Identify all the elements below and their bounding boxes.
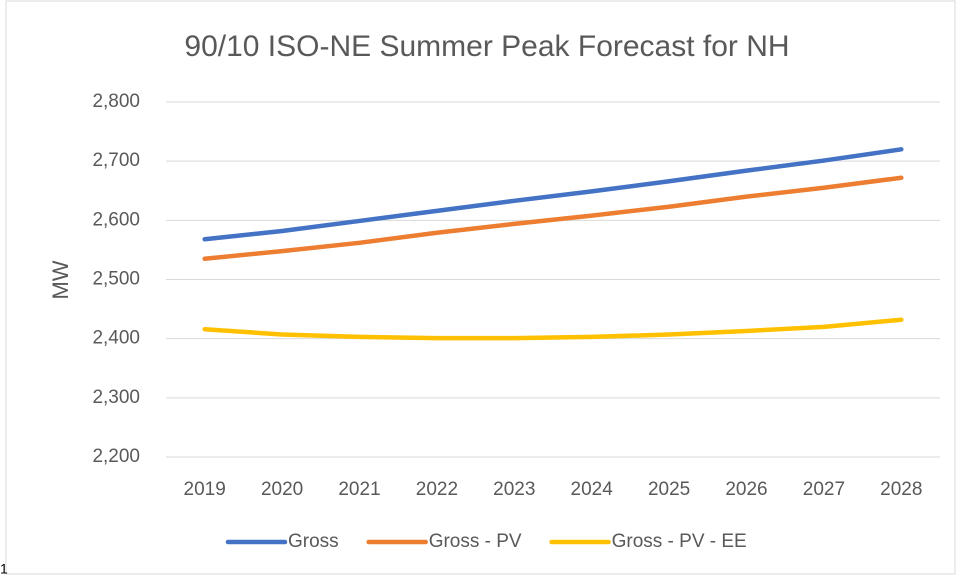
x-tick-label: 2021 — [338, 479, 380, 500]
x-tick-label: 2026 — [725, 479, 767, 500]
y-tick-label: 2,200 — [92, 446, 140, 467]
chart-title: 90/10 ISO-NE Summer Peak Forecast for NH — [184, 30, 789, 63]
x-tick-label: 2020 — [261, 479, 303, 500]
y-tick-label: 2,400 — [92, 328, 140, 349]
x-tick-label: 2025 — [648, 479, 690, 500]
legend-label: Gross — [288, 531, 339, 552]
y-tick-label: 2,300 — [92, 387, 140, 408]
x-tick-label: 2028 — [880, 479, 922, 500]
y-tick-label: 2,600 — [92, 209, 140, 230]
y-tick-label: 2,700 — [92, 150, 140, 171]
x-tick-label: 2023 — [493, 479, 535, 500]
footnote: 1 — [0, 561, 8, 577]
y-tick-label: 2,500 — [92, 269, 140, 290]
series-line — [202, 147, 904, 242]
x-tick-label: 2024 — [571, 479, 614, 500]
chart-border — [5, 0, 956, 575]
y-axis-label: MW — [48, 260, 73, 299]
series-line — [202, 317, 904, 341]
legend-label: Gross - PV — [429, 531, 522, 552]
series-line — [202, 175, 904, 262]
legend-label: Gross - PV - EE — [612, 531, 747, 552]
x-tick-label: 2027 — [803, 479, 845, 500]
x-tick-label: 2019 — [184, 479, 226, 500]
x-tick-label: 2022 — [416, 479, 458, 500]
y-tick-label: 2,800 — [92, 91, 140, 112]
